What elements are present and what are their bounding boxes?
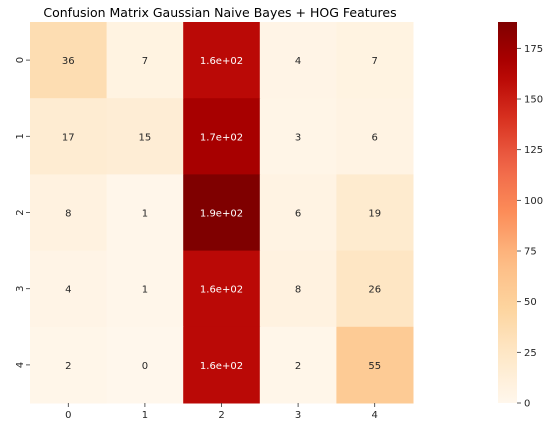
cell-label-r1-c2: 1.7e+02 [200,132,243,143]
heatmap-cell-r4-c0 [30,326,108,404]
heatmap-cell-r0-c1 [106,22,184,99]
heatmap-cell-r2-c2 [183,174,261,252]
cell-label-r4-c1: 0 [142,361,148,372]
cell-label-r1-c4: 6 [372,132,378,143]
y-tick-label-1: 1 [15,133,26,139]
cell-label-r2-c0: 8 [65,209,71,220]
x-tick-label-1: 1 [142,410,148,421]
colorbar: 0 25 50 75 100 125 150 175 [498,22,543,410]
heatmap-cell-r2-c3 [259,174,337,252]
heatmap-cell-r3-c1 [106,250,184,328]
y-tick-label-4: 4 [15,362,26,368]
cell-label-r4-c2: 1.6e+02 [200,361,243,372]
heatmap-cell-r4-c3 [259,326,337,404]
x-tick-label-0: 0 [65,410,71,421]
chart-title: Confusion Matrix Gaussian Naive Bayes + … [43,5,396,20]
cell-label-r3-c4: 26 [368,285,381,296]
heatmap-cell-r3-c4 [336,250,414,328]
cell-label-r0-c1: 7 [142,56,148,67]
colorbar-tick-label-7: 175 [524,44,543,55]
colorbar-tick-label-6: 150 [524,95,543,106]
y-tick-label-0: 0 [15,57,26,63]
colorbar-tick-label-0: 0 [524,399,530,410]
cell-label-r3-c1: 1 [142,285,148,296]
heatmap-cell-r3-c0 [30,250,108,328]
heatmap-cell-r0-c2 [183,22,261,99]
cell-label-r3-c0: 4 [65,285,71,296]
x-tick-label-2: 2 [218,410,224,421]
heatmap-cell-r2-c1 [106,174,184,252]
cell-label-r0-c2: 1.6e+02 [200,56,243,67]
y-tick-label-2: 2 [15,209,26,215]
heatmap-cell-r1-c0 [30,98,108,175]
colorbar-gradient [498,22,517,403]
x-tick-label-4: 4 [372,410,378,421]
heatmap-cell-r1-c1 [106,98,184,175]
x-tick-label-3: 3 [295,410,301,421]
cell-label-r0-c0: 36 [62,56,75,67]
heatmap-cell-r2-c0 [30,174,108,252]
cell-label-r4-c0: 2 [65,361,71,372]
heatmap-cell-r3-c2 [183,250,261,328]
cell-label-r1-c0: 17 [62,132,75,143]
colorbar-tick-label-1: 25 [524,348,537,359]
heatmap-cell-r0-c0 [30,22,108,99]
cell-label-r4-c4: 55 [368,361,381,372]
heatmap-cell-r0-c4 [336,22,414,99]
y-axis: 0 1 2 3 4 [15,57,30,368]
heatmap-cell-r0-c3 [259,22,337,99]
heatmap-cell-r1-c3 [259,98,337,175]
heatmap-cell-r4-c1 [106,326,184,404]
heatmap-cell-r4-c2 [183,326,261,404]
cell-label-r1-c1: 15 [139,132,152,143]
heatmap-cell-r1-c4 [336,98,414,175]
cell-label-r2-c2: 1.9e+02 [200,209,243,220]
y-tick-label-3: 3 [15,286,26,292]
heatmap-cell-r3-c3 [259,250,337,328]
cell-label-r2-c3: 6 [295,209,301,220]
heatmap-cell-r2-c4 [336,174,414,252]
cell-label-r1-c3: 3 [295,132,301,143]
cell-label-r0-c4: 7 [372,56,378,67]
cell-label-r3-c2: 1.6e+02 [200,285,243,296]
heatmap-cell-r4-c4 [336,326,414,404]
colorbar-tick-label-4: 100 [524,196,543,207]
heatmap-cells [30,22,414,404]
cell-label-r4-c3: 2 [295,361,301,372]
cell-label-r2-c1: 1 [142,209,148,220]
colorbar-tick-label-5: 125 [524,145,543,156]
cell-label-r2-c4: 19 [368,209,381,220]
colorbar-tick-label-2: 50 [524,297,537,308]
cell-label-r3-c3: 8 [295,285,301,296]
heatmap-cell-labels: 36 7 1.6e+02 4 717 15 1.7e+02 3 68 1 1.9e+02 6 194 1 1… [62,56,381,372]
colorbar-tick-label-3: 75 [524,247,537,258]
x-axis: 0 1 2 3 4 [65,403,378,421]
heatmap-cell-r1-c2 [183,98,261,175]
cell-label-r0-c3: 4 [295,56,301,67]
